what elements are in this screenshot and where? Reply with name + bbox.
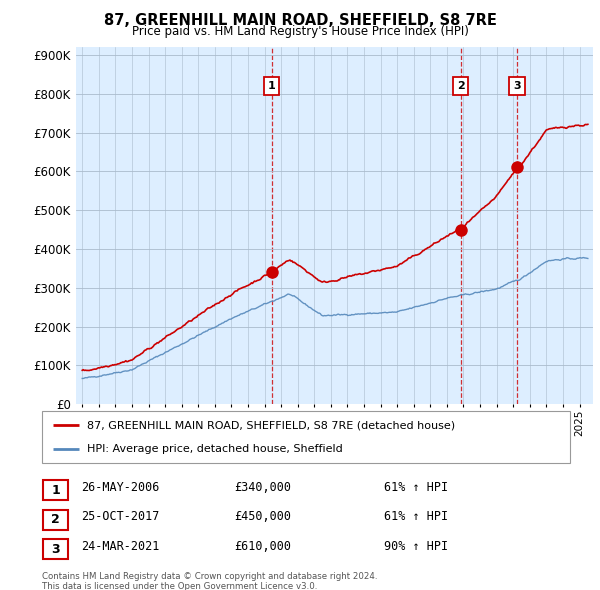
Text: £340,000: £340,000 [234,481,291,494]
Text: Contains HM Land Registry data © Crown copyright and database right 2024.: Contains HM Land Registry data © Crown c… [42,572,377,581]
Text: 61% ↑ HPI: 61% ↑ HPI [384,481,448,494]
FancyBboxPatch shape [43,480,68,500]
Text: 90% ↑ HPI: 90% ↑ HPI [384,540,448,553]
Text: £450,000: £450,000 [234,510,291,523]
Text: Price paid vs. HM Land Registry's House Price Index (HPI): Price paid vs. HM Land Registry's House … [131,25,469,38]
Text: 3: 3 [513,81,521,91]
Text: £610,000: £610,000 [234,540,291,553]
Text: 25-OCT-2017: 25-OCT-2017 [81,510,160,523]
Text: 26-MAY-2006: 26-MAY-2006 [81,481,160,494]
Text: 1: 1 [268,81,275,91]
Text: 87, GREENHILL MAIN ROAD, SHEFFIELD, S8 7RE (detached house): 87, GREENHILL MAIN ROAD, SHEFFIELD, S8 7… [87,420,455,430]
Text: 2: 2 [51,513,60,526]
Text: 61% ↑ HPI: 61% ↑ HPI [384,510,448,523]
Text: 3: 3 [51,543,60,556]
Text: This data is licensed under the Open Government Licence v3.0.: This data is licensed under the Open Gov… [42,582,317,590]
Text: 2: 2 [457,81,464,91]
Text: 24-MAR-2021: 24-MAR-2021 [81,540,160,553]
FancyBboxPatch shape [43,510,68,530]
Text: HPI: Average price, detached house, Sheffield: HPI: Average price, detached house, Shef… [87,444,343,454]
FancyBboxPatch shape [42,411,570,463]
Text: 87, GREENHILL MAIN ROAD, SHEFFIELD, S8 7RE: 87, GREENHILL MAIN ROAD, SHEFFIELD, S8 7… [104,13,496,28]
FancyBboxPatch shape [43,539,68,559]
Text: 1: 1 [51,484,60,497]
